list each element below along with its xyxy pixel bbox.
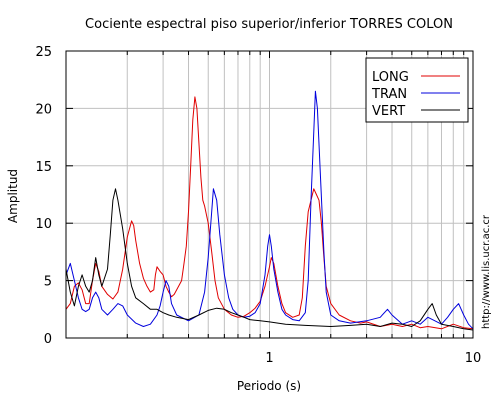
legend-box — [365, 57, 469, 123]
legend-label-tran: TRAN — [371, 87, 407, 102]
x-axis-label: Periodo (s) — [237, 379, 301, 393]
series-line-long — [65, 96, 474, 330]
y-tick-label: 20 — [35, 102, 52, 117]
chart-title: Cociente espectral piso superior/inferio… — [85, 17, 453, 32]
legend-label-long: LONG — [372, 70, 409, 85]
legend-label-vert: VERT — [372, 104, 405, 119]
y-tick-label: 15 — [35, 160, 52, 175]
axis-ticks: 0 5 10 15 20 25 1 10 — [35, 45, 481, 366]
legend: LONG TRAN VERT — [365, 57, 469, 123]
series-line-tran — [65, 90, 474, 330]
y-tick-label: 0 — [44, 332, 52, 347]
source-credit: http://www.lis.ucr.ac.cr — [481, 214, 492, 329]
series-layer — [65, 90, 474, 331]
x-tick-label: 1 — [265, 351, 273, 366]
y-axis-label: Amplitud — [6, 169, 20, 223]
y-tick-label: 5 — [44, 275, 52, 290]
y-tick-label: 10 — [35, 217, 52, 232]
series-line-vert — [65, 188, 474, 331]
y-tick-label: 25 — [35, 45, 52, 60]
x-tick-label: 10 — [465, 351, 482, 366]
